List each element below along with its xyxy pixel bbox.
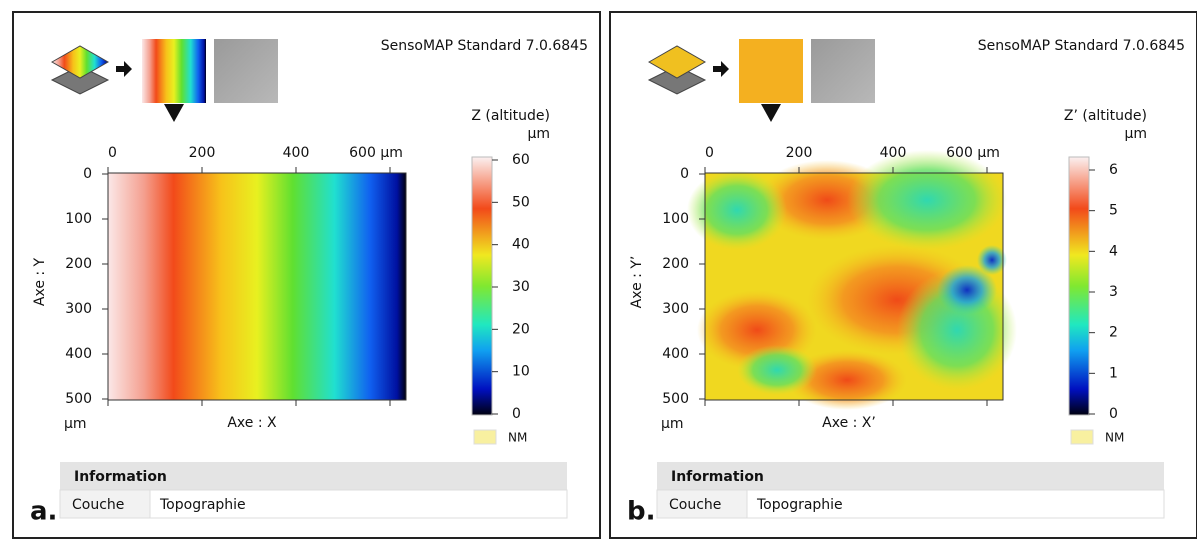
info-value: Topographie: [159, 497, 246, 513]
x-tick-label: 400: [283, 145, 310, 161]
colorbar-tick-label: 40: [512, 237, 530, 253]
layer-icon: [647, 45, 707, 79]
colorbar-tick-label: 3: [1109, 284, 1118, 300]
colorbar-tick-label: 0: [1109, 406, 1118, 422]
y-tick-label: 0: [83, 166, 92, 182]
y-tick-label: 300: [65, 301, 92, 317]
y-tick-label: 500: [65, 391, 92, 407]
colorbar-tick-label: 10: [512, 364, 530, 380]
x-tick-label: 0: [108, 145, 117, 161]
height-map: [108, 173, 406, 400]
y-unit: µm: [661, 416, 684, 432]
y-axis-label: Axe : Y’: [629, 256, 645, 309]
y-tick-label: 200: [662, 256, 689, 272]
nm-swatch: [473, 429, 497, 445]
x-tick-label: 400: [880, 145, 907, 161]
software-version: SensoMAP Standard 7.0.6845: [381, 38, 588, 54]
x-tick-label: 600 µm: [946, 145, 1000, 161]
map-region: [787, 350, 907, 410]
info-key: Couche: [72, 497, 124, 513]
panel-label: b.: [627, 497, 656, 527]
nm-swatch: [1070, 429, 1094, 445]
image-thumb: [811, 39, 875, 103]
map-thumb: [142, 39, 206, 103]
x-axis-label: Axe : X’: [822, 415, 876, 431]
y-tick-label: 100: [662, 211, 689, 227]
y-tick-label: 0: [680, 166, 689, 182]
nm-label: NM: [1105, 431, 1124, 445]
y-tick-label: 300: [662, 301, 689, 317]
colorbar-tick-label: 60: [512, 152, 530, 168]
y-unit: µm: [64, 416, 87, 432]
y-tick-label: 100: [65, 211, 92, 227]
info-key: Couche: [669, 497, 721, 513]
colorbar-unit: µm: [1124, 126, 1147, 142]
info-key-cell: [656, 489, 748, 519]
x-tick-label: 0: [705, 145, 714, 161]
nm-label: NM: [508, 431, 527, 445]
y-tick-label: 200: [65, 256, 92, 272]
map-frame: [107, 172, 407, 401]
map-region: [687, 170, 787, 250]
y-tick-label: 400: [662, 346, 689, 362]
colorbar-unit: µm: [527, 126, 550, 142]
software-version: SensoMAP Standard 7.0.6845: [978, 38, 1185, 54]
map-frame: [704, 172, 1004, 401]
x-tick-label: 200: [786, 145, 813, 161]
map-region: [737, 345, 817, 395]
info-key-cell: [59, 489, 151, 519]
map-region: [937, 265, 997, 315]
colorbar: [471, 156, 493, 416]
image-thumb: [214, 39, 278, 103]
x-tick-label: 200: [189, 145, 216, 161]
colorbar-tick-label: 30: [512, 279, 530, 295]
selector: [761, 104, 781, 122]
info-header: [657, 462, 1164, 490]
colorbar: [1068, 156, 1090, 416]
x-tick-label: 600 µm: [349, 145, 403, 161]
info-header: [60, 462, 567, 490]
info-title: Information: [74, 469, 167, 485]
y-axis-label: Axe : Y: [32, 257, 48, 306]
colorbar-tick-label: 0: [512, 406, 521, 422]
info-title: Information: [671, 469, 764, 485]
colorbar-tick-label: 5: [1109, 203, 1118, 219]
panel-frame: [12, 11, 601, 539]
map-region: [977, 245, 1007, 275]
arrow-icon: [713, 61, 729, 77]
colorbar-tick-label: 50: [512, 194, 530, 210]
x-axis-label: Axe : X: [227, 415, 277, 431]
colorbar-tick-label: 4: [1109, 243, 1118, 259]
y-tick-label: 400: [65, 346, 92, 362]
map-thumb: [739, 39, 803, 103]
colorbar-tick-label: 2: [1109, 325, 1118, 341]
colorbar-title: Z (altitude): [471, 108, 550, 124]
panel-label: a.: [30, 497, 57, 527]
panel-frame: [609, 11, 1197, 539]
map-region: [847, 150, 1007, 250]
colorbar-tick-label: 6: [1109, 162, 1118, 178]
colorbar-tick-label: 1: [1109, 365, 1118, 381]
info-value: Topographie: [756, 497, 843, 513]
colorbar-title: Z’ (altitude): [1064, 108, 1147, 124]
y-tick-label: 500: [662, 391, 689, 407]
layer-icon: [50, 45, 110, 79]
colorbar-tick-label: 20: [512, 321, 530, 337]
selector: [164, 104, 184, 122]
arrow-icon: [116, 61, 132, 77]
